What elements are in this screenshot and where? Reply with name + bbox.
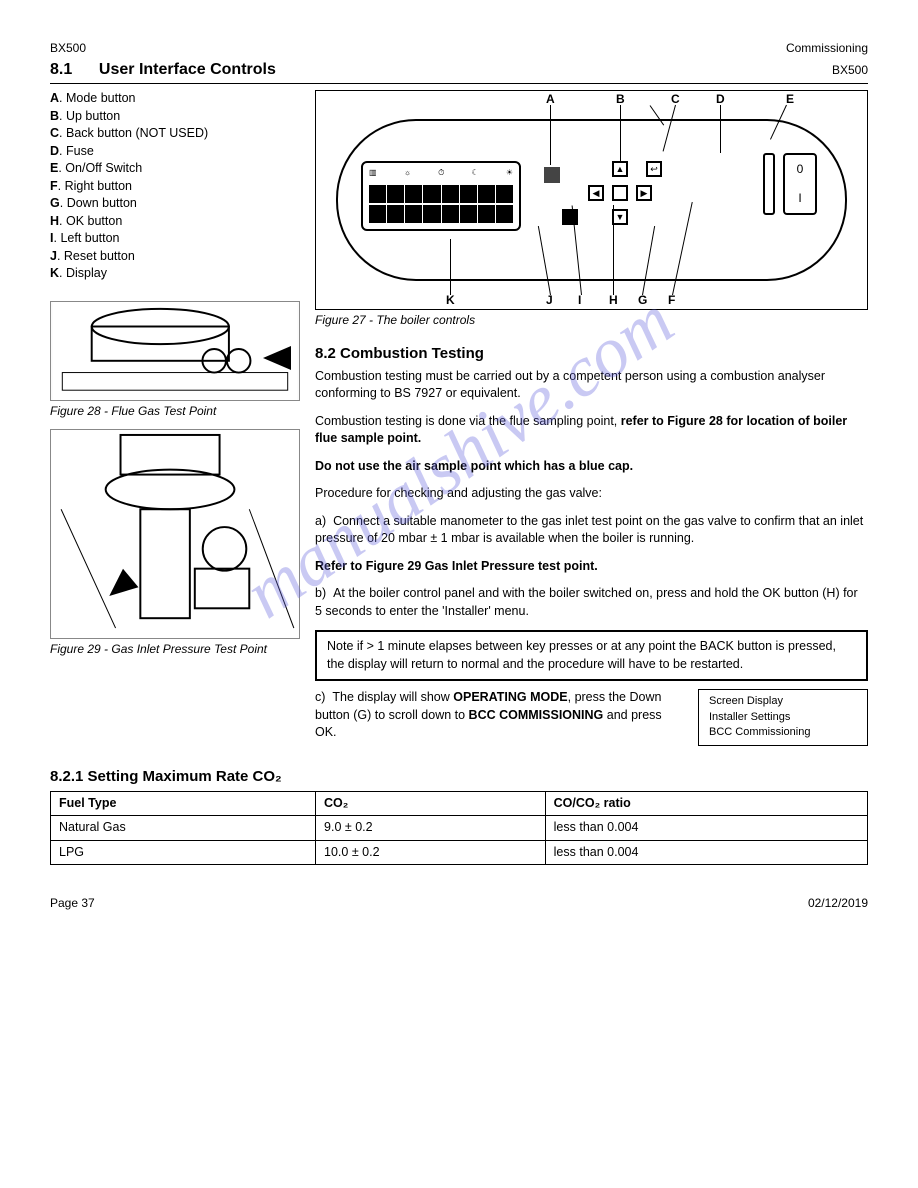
footer-page: Page 37 [50,895,95,912]
footer-date: 02/12/2019 [808,895,868,912]
co2-table: Fuel Type CO₂ CO/CO₂ ratio Natural Gas 9… [50,791,868,866]
sec82-note: Do not use the air sample point which ha… [315,458,868,476]
title-code: BX500 [832,62,868,79]
page-header: BX500 Commissioning [50,40,868,57]
sec82-refer-fig29: Refer to Figure 29 Gas Inlet Pressure te… [315,558,868,576]
section-8-2-1-heading: 8.2.1 Setting Maximum Rate CO₂ [50,766,868,787]
header-doc-code: BX500 [50,40,86,57]
figure-29-label: Figure 29 - Gas Inlet Pressure Test Poin… [50,641,300,658]
th-ratio: CO/CO₂ ratio [545,791,867,816]
figure-28-label: Figure 28 - Flue Gas Test Point [50,403,300,420]
figure-27-label: Figure 27 - The boiler controls [315,312,868,329]
page-footer: Page 37 02/12/2019 [50,895,868,912]
lcd-display: ▥☼⏱☾☀ [361,161,521,231]
fuse[interactable] [763,153,775,215]
panel-legend: A. Mode button B. Up button C. Back butt… [50,90,300,283]
down-button[interactable] [612,209,628,225]
ok-button[interactable] [612,185,628,201]
callout-E: E [786,91,794,108]
control-panel-diagram: A B C D E ▥☼⏱☾☀ ↩ [315,90,868,310]
table-row: Natural Gas 9.0 ± 0.2 less than 0.004 [51,816,868,841]
header-section: Commissioning [786,40,868,57]
left-button[interactable] [588,185,604,201]
page-title: 8.1 User Interface Controls [50,59,276,81]
table-header-row: Fuel Type CO₂ CO/CO₂ ratio [51,791,868,816]
sec82-p3: Procedure for checking and adjusting the… [315,485,868,503]
figure-29-image [50,429,300,639]
back-button[interactable]: ↩ [646,161,662,177]
title-row: 8.1 User Interface Controls BX500 [50,59,868,84]
on-off-switch[interactable] [783,153,817,215]
reset-button[interactable] [562,209,578,225]
th-fuel: Fuel Type [51,791,316,816]
section-8-2-heading: 8.2 Combustion Testing [315,343,868,364]
sec82-p1: Combustion testing must be carried out b… [315,368,868,403]
sec82-p2: Combustion testing is done via the flue … [315,413,868,448]
mode-button[interactable] [544,167,560,183]
screen-display-box: Screen Display Installer Settings BCC Co… [698,689,868,745]
figure-28-image [50,301,300,401]
arrow-indicator-icon [263,346,291,370]
sec82-step-a: a) Connect a suitable manometer to the g… [315,513,868,548]
right-button[interactable] [636,185,652,201]
note-box: Note if > 1 minute elapses between key p… [315,630,868,681]
th-co2: CO₂ [316,791,546,816]
sec82-step-b: b) At the boiler control panel and with … [315,585,868,620]
up-button[interactable] [612,161,628,177]
sec82-step-c: c) The display will show OPERATING MODE,… [315,689,684,742]
table-row: LPG 10.0 ± 0.2 less than 0.004 [51,840,868,865]
